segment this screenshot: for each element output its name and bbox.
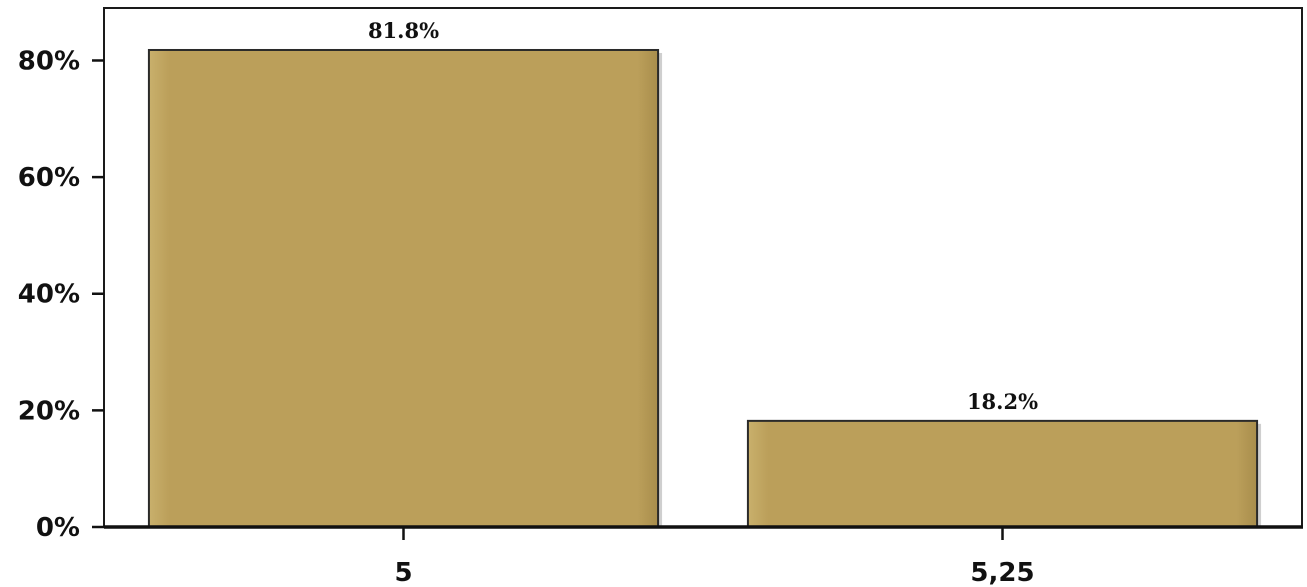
y-tick-label: 40% bbox=[18, 280, 80, 310]
y-tick-label: 0% bbox=[36, 513, 80, 543]
x-tick-label: 5,25 bbox=[970, 558, 1034, 587]
bar bbox=[147, 48, 660, 529]
y-axis: 0% 20% 40% 60% 80% bbox=[18, 46, 104, 543]
x-axis: 5 5,25 bbox=[394, 527, 1035, 587]
y-tick-label: 80% bbox=[18, 46, 80, 76]
bar-value-label: 18.2% bbox=[967, 389, 1038, 414]
y-tick-label: 60% bbox=[18, 163, 80, 193]
bar-value-label: 81.8% bbox=[368, 18, 439, 43]
y-tick-label: 20% bbox=[18, 396, 80, 426]
bars bbox=[147, 48, 1262, 529]
x-tick-label: 5 bbox=[394, 558, 412, 587]
data-labels: 81.8% 18.2% bbox=[368, 18, 1038, 414]
bar bbox=[746, 419, 1259, 528]
